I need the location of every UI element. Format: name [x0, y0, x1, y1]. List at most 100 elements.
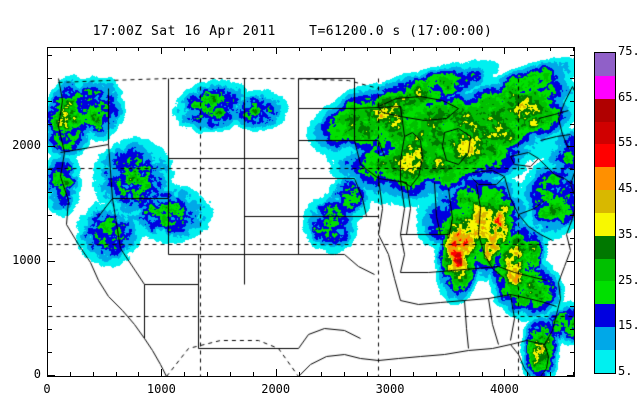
- x-tick-top: [527, 47, 528, 51]
- x-tick-top: [70, 47, 71, 51]
- y-axis-tick-label: 0: [33, 367, 41, 381]
- x-axis-tick-label: 0: [43, 382, 51, 396]
- y-tick: [48, 146, 55, 147]
- radar-plot-panel: [47, 47, 575, 377]
- y-tick: [48, 375, 55, 376]
- y-tick-right: [570, 238, 574, 239]
- x-tick: [573, 372, 574, 376]
- x-tick: [459, 372, 460, 376]
- x-tick: [70, 372, 71, 376]
- y-tick-right: [570, 78, 574, 79]
- x-tick: [413, 372, 414, 376]
- x-tick: [390, 369, 391, 376]
- x-tick: [299, 372, 300, 376]
- y-tick-right: [570, 284, 574, 285]
- colorbar-band: [595, 98, 615, 122]
- colorbar-tick-label: 25.: [618, 272, 640, 287]
- y-axis-tick-label: 2000: [12, 138, 41, 153]
- x-tick: [436, 372, 437, 376]
- x-tick: [161, 369, 162, 376]
- x-tick-top: [116, 47, 117, 51]
- y-tick-right: [570, 192, 574, 193]
- x-axis-tick-label: 4000: [489, 382, 519, 396]
- x-tick-top: [344, 47, 345, 51]
- colorbar-band: [595, 327, 615, 350]
- colorbar-tick-label: 15.: [618, 318, 640, 333]
- colorbar-tick-label: 55.: [618, 135, 640, 150]
- x-tick-top: [550, 47, 551, 51]
- colorbar-band: [595, 349, 615, 373]
- x-tick-top: [161, 47, 162, 54]
- x-tick-top: [321, 47, 322, 51]
- x-tick-top: [230, 47, 231, 51]
- x-tick-top: [207, 47, 208, 51]
- x-tick: [321, 372, 322, 376]
- x-tick-top: [367, 47, 368, 51]
- x-tick: [47, 369, 48, 376]
- colorbar: [594, 52, 616, 374]
- colorbar-tick-label: 45.: [618, 181, 640, 196]
- x-tick-top: [413, 47, 414, 51]
- x-tick-top: [390, 47, 391, 54]
- x-tick-top: [253, 47, 254, 51]
- x-tick: [184, 372, 185, 376]
- y-axis-tick-label: 1000: [12, 252, 41, 267]
- y-tick: [48, 215, 52, 216]
- x-tick: [527, 372, 528, 376]
- y-tick-right: [570, 124, 574, 125]
- y-tick-right: [567, 261, 574, 262]
- y-tick-right: [570, 169, 574, 170]
- y-tick: [48, 124, 52, 125]
- y-tick-right: [567, 146, 574, 147]
- colorbar-band: [595, 121, 615, 145]
- y-tick: [48, 78, 52, 79]
- x-tick-top: [504, 47, 505, 54]
- colorbar-band: [595, 258, 615, 282]
- x-axis-tick-label: 1000: [146, 382, 176, 396]
- y-tick: [48, 55, 52, 56]
- x-tick-top: [47, 47, 48, 54]
- x-tick-top: [436, 47, 437, 51]
- y-tick: [48, 101, 52, 102]
- colorbar-band: [595, 144, 615, 168]
- x-tick-top: [184, 47, 185, 51]
- x-tick: [138, 372, 139, 376]
- y-tick-right: [570, 215, 574, 216]
- x-tick: [276, 369, 277, 376]
- x-tick: [367, 372, 368, 376]
- x-tick-top: [482, 47, 483, 51]
- colorbar-band: [595, 53, 615, 76]
- x-tick-top: [138, 47, 139, 51]
- x-tick-top: [459, 47, 460, 51]
- x-tick: [482, 372, 483, 376]
- y-tick: [48, 284, 52, 285]
- x-tick: [550, 372, 551, 376]
- colorbar-band: [595, 167, 615, 191]
- x-tick-top: [93, 47, 94, 51]
- y-tick: [48, 192, 52, 193]
- x-tick-top: [276, 47, 277, 54]
- x-tick-top: [573, 47, 574, 51]
- x-tick: [207, 372, 208, 376]
- colorbar-band: [595, 304, 615, 328]
- x-tick: [230, 372, 231, 376]
- x-tick: [344, 372, 345, 376]
- colorbar-tick-label: 5.: [618, 364, 633, 378]
- y-tick: [48, 329, 52, 330]
- y-tick: [48, 169, 52, 170]
- x-axis-tick-label: 2000: [261, 382, 291, 396]
- y-tick-right: [570, 101, 574, 102]
- colorbar-tick-label: 65.: [618, 89, 640, 104]
- plot-title: 17:00Z Sat 16 Apr 2011 T=61200.0 s (17:0…: [92, 24, 493, 39]
- y-tick-right: [570, 55, 574, 56]
- colorbar-band: [595, 235, 615, 259]
- y-tick-right: [570, 329, 574, 330]
- x-axis-tick-label: 3000: [375, 382, 405, 396]
- colorbar-band: [595, 75, 615, 99]
- y-tick: [48, 352, 52, 353]
- x-tick-top: [299, 47, 300, 51]
- colorbar-band: [595, 190, 615, 213]
- x-tick: [253, 372, 254, 376]
- y-tick: [48, 306, 52, 307]
- y-tick-right: [570, 306, 574, 307]
